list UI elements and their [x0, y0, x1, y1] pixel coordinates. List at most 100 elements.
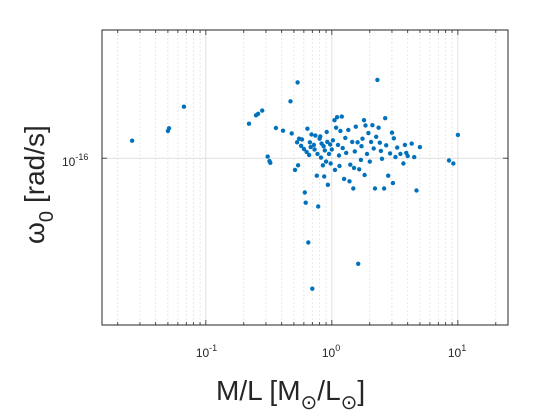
- data-point: [351, 165, 357, 171]
- data-point: [325, 139, 330, 145]
- data-point: [446, 158, 452, 163]
- data-point: [371, 146, 376, 151]
- data-point: [255, 111, 261, 117]
- data-point: [383, 116, 388, 121]
- x-tick-label: 10-1: [196, 343, 217, 360]
- data-point: [260, 108, 265, 113]
- data-point: [391, 136, 396, 141]
- data-point: [344, 150, 349, 156]
- data-point: [384, 143, 389, 148]
- data-point: [409, 141, 414, 146]
- data-point: [347, 179, 352, 184]
- data-point: [318, 155, 324, 160]
- data-point: [341, 176, 347, 182]
- data-point: [375, 77, 380, 83]
- data-point: [357, 167, 362, 172]
- data-point: [306, 152, 312, 158]
- data-point: [328, 142, 333, 147]
- data-point: [315, 151, 320, 157]
- data-point: [343, 135, 348, 141]
- x-tick-label-exponent: 1: [461, 343, 466, 353]
- data-point: [376, 125, 381, 130]
- data-point: [368, 139, 374, 145]
- data-point: [361, 118, 367, 123]
- data-point: [377, 140, 382, 145]
- data-point: [374, 134, 379, 139]
- data-point: [401, 161, 406, 166]
- x-tick-label-exponent: -1: [209, 343, 217, 353]
- data-point: [332, 118, 337, 123]
- data-point: [350, 139, 355, 145]
- axis-ticks: [102, 30, 508, 325]
- data-point: [320, 163, 326, 168]
- data-point: [318, 134, 323, 139]
- x-axis-label-sub1: ⊙: [301, 392, 318, 414]
- data-point: [367, 159, 372, 164]
- data-point: [313, 133, 318, 138]
- x-tick-label: 101: [448, 343, 466, 360]
- data-point: [312, 147, 317, 152]
- data-point: [307, 140, 313, 145]
- data-point: [356, 261, 361, 266]
- data-point: [321, 144, 326, 149]
- data-point: [417, 144, 423, 150]
- data-point: [304, 149, 309, 155]
- data-point: [326, 151, 332, 157]
- data-point: [379, 156, 385, 161]
- data-point: [364, 151, 370, 157]
- data-point: [336, 153, 342, 158]
- data-point: [338, 128, 343, 134]
- x-tick-label-exponent: 0: [335, 343, 340, 353]
- x-axis-label: M/L [M⊙/L⊙]: [216, 375, 365, 414]
- data-point: [405, 153, 410, 159]
- data-point: [299, 137, 305, 142]
- data-point: [246, 121, 252, 126]
- data-point: [166, 126, 172, 131]
- data-point: [301, 146, 307, 152]
- data-point: [324, 129, 329, 135]
- data-point: [414, 188, 419, 193]
- data-point: [309, 132, 314, 137]
- data-point: [314, 173, 319, 178]
- data-point: [328, 161, 333, 166]
- data-point: [359, 144, 364, 149]
- data-point: [451, 161, 456, 166]
- data-point: [332, 167, 338, 173]
- y-tick-labels: 10-16: [62, 152, 88, 169]
- data-point: [358, 157, 364, 163]
- y-axis-label: ω0 [rad/s]: [19, 125, 58, 244]
- data-point: [362, 172, 367, 178]
- x-axis-label-main: M/L [M: [216, 375, 301, 406]
- data-point: [181, 104, 187, 109]
- data-point: [381, 186, 387, 191]
- data-point: [322, 174, 327, 179]
- x-tick-label-base: 10: [322, 346, 336, 360]
- x-tick-labels: 10-1 100 101: [196, 343, 466, 360]
- data-point: [402, 142, 408, 148]
- data-point: [351, 186, 356, 191]
- data-point: [387, 151, 393, 156]
- data-point: [295, 163, 301, 168]
- data-point: [265, 154, 270, 159]
- data-point: [340, 145, 345, 151]
- data-point: [322, 148, 327, 153]
- y-tick-label: 10-16: [62, 152, 88, 169]
- data-point: [329, 147, 334, 152]
- data-point: [337, 163, 342, 169]
- data-point: [273, 125, 279, 131]
- plot-area-frame: [101, 29, 509, 326]
- data-point: [360, 136, 365, 141]
- data-point: [393, 154, 398, 160]
- data-point: [366, 130, 371, 136]
- x-tick-label-base: 10: [448, 346, 462, 360]
- data-point: [395, 145, 400, 150]
- data-point: [305, 126, 310, 131]
- data-point: [386, 173, 391, 178]
- data-point: [294, 140, 300, 145]
- data-point: [323, 159, 329, 164]
- grid: [102, 30, 508, 325]
- x-axis-label-mid: /L: [317, 375, 340, 406]
- data-point: [352, 149, 357, 154]
- data-point: [302, 190, 307, 195]
- data-point: [325, 182, 331, 187]
